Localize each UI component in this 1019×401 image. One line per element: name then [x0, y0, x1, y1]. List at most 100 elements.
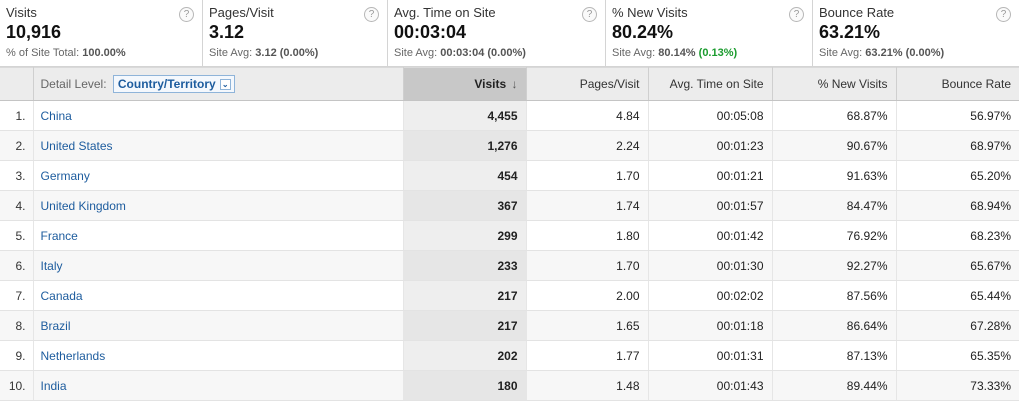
new-visits-cell: 87.13%: [772, 340, 897, 371]
table-row: 9. Netherlands 202 1.77 00:01:31 87.13% …: [0, 340, 1019, 371]
pages-visit-cell: 2.24: [526, 130, 649, 161]
row-index: 5.: [0, 220, 34, 251]
metric-site-comparison: Site Avg: 63.21% (0.00%): [819, 47, 945, 59]
bounce-rate-cell: 67.28%: [896, 310, 1019, 341]
column-header-visits[interactable]: Visits ↓: [403, 67, 527, 101]
avg-time-cell: 00:01:43: [648, 370, 773, 401]
avg-time-cell: 00:01:30: [648, 250, 773, 281]
metrics-summary: Visits 10,916 % of Site Total: 100.00% ?…: [0, 0, 1019, 67]
country-link[interactable]: Brazil: [33, 310, 404, 341]
country-report-table: Detail Level: Country/Territory ⌄ Visits …: [0, 67, 1019, 401]
help-icon[interactable]: ?: [582, 7, 597, 22]
help-icon[interactable]: ?: [789, 7, 804, 22]
country-link[interactable]: United States: [33, 130, 404, 161]
country-link[interactable]: United Kingdom: [33, 190, 404, 221]
bounce-rate-cell: 65.67%: [896, 250, 1019, 281]
pages-visit-cell: 1.70: [526, 250, 649, 281]
metric-card-avg-time: Avg. Time on Site 00:03:04 Site Avg: 00:…: [388, 0, 606, 67]
country-link[interactable]: Germany: [33, 160, 404, 191]
visits-cell: 202: [403, 340, 527, 371]
table-body: 1. China 4,455 4.84 00:05:08 68.87% 56.9…: [0, 100, 1019, 401]
new-visits-cell: 84.47%: [772, 190, 897, 221]
pages-visit-cell: 1.65: [526, 310, 649, 341]
metric-value: 63.21%: [819, 22, 881, 42]
metric-site-comparison: Site Avg: 80.14% (0.13%): [612, 47, 738, 59]
avg-time-cell: 00:01:31: [648, 340, 773, 371]
pages-visit-cell: 1.70: [526, 160, 649, 191]
avg-time-cell: 00:02:02: [648, 280, 773, 311]
visits-cell: 454: [403, 160, 527, 191]
new-visits-cell: 91.63%: [772, 160, 897, 191]
column-header-new-visits[interactable]: % New Visits: [772, 67, 897, 101]
metric-label: % New Visits: [612, 5, 688, 20]
visits-cell: 1,276: [403, 130, 527, 161]
bounce-rate-cell: 65.35%: [896, 340, 1019, 371]
visits-cell: 233: [403, 250, 527, 281]
row-index: 9.: [0, 340, 34, 371]
visits-cell: 217: [403, 310, 527, 341]
table-row: 5. France 299 1.80 00:01:42 76.92% 68.23…: [0, 220, 1019, 251]
column-header-pages-visit[interactable]: Pages/Visit: [526, 67, 649, 101]
country-link[interactable]: Canada: [33, 280, 404, 311]
row-index: 4.: [0, 190, 34, 221]
visits-cell: 217: [403, 280, 527, 311]
metric-card-new-visits: % New Visits 80.24% Site Avg: 80.14% (0.…: [606, 0, 813, 67]
metric-site-comparison: % of Site Total: 100.00%: [6, 47, 126, 59]
table-row: 1. China 4,455 4.84 00:05:08 68.87% 56.9…: [0, 100, 1019, 131]
sort-descending-icon: ↓: [511, 77, 518, 91]
metric-label: Bounce Rate: [819, 5, 895, 20]
column-header-bounce-rate[interactable]: Bounce Rate: [896, 67, 1019, 101]
pages-visit-cell: 1.48: [526, 370, 649, 401]
metric-label: Visits: [6, 5, 37, 20]
help-icon[interactable]: ?: [179, 7, 194, 22]
table-row: 3. Germany 454 1.70 00:01:21 91.63% 65.2…: [0, 160, 1019, 191]
pages-visit-cell: 2.00: [526, 280, 649, 311]
detail-level-header: Detail Level: Country/Territory ⌄: [33, 67, 404, 101]
avg-time-cell: 00:05:08: [648, 100, 773, 131]
table-row: 6. Italy 233 1.70 00:01:30 92.27% 65.67%: [0, 250, 1019, 281]
new-visits-cell: 89.44%: [772, 370, 897, 401]
table-row: 10. India 180 1.48 00:01:43 89.44% 73.33…: [0, 370, 1019, 401]
chevron-down-icon: ⌄: [219, 79, 231, 90]
metric-value: 10,916: [6, 22, 62, 42]
bounce-rate-cell: 56.97%: [896, 100, 1019, 131]
table-row: 8. Brazil 217 1.65 00:01:18 86.64% 67.28…: [0, 310, 1019, 341]
new-visits-cell: 90.67%: [772, 130, 897, 161]
pages-visit-cell: 1.74: [526, 190, 649, 221]
pages-visit-cell: 1.80: [526, 220, 649, 251]
help-icon[interactable]: ?: [364, 7, 379, 22]
metric-label: Pages/Visit: [209, 5, 274, 20]
row-index: 3.: [0, 160, 34, 191]
column-header-avg-time[interactable]: Avg. Time on Site: [648, 67, 773, 101]
country-link[interactable]: India: [33, 370, 404, 401]
pages-visit-cell: 4.84: [526, 100, 649, 131]
new-visits-cell: 86.64%: [772, 310, 897, 341]
country-link[interactable]: Netherlands: [33, 340, 404, 371]
country-link[interactable]: France: [33, 220, 404, 251]
dimension-selector[interactable]: Country/Territory ⌄: [112, 75, 235, 93]
metric-card-visits: Visits 10,916 % of Site Total: 100.00% ?: [0, 0, 203, 67]
table-row: 4. United Kingdom 367 1.74 00:01:57 84.4…: [0, 190, 1019, 221]
metric-site-comparison: Site Avg: 00:03:04 (0.00%): [394, 47, 526, 59]
metric-value: 80.24%: [612, 22, 674, 42]
bounce-rate-cell: 73.33%: [896, 370, 1019, 401]
avg-time-cell: 00:01:57: [648, 190, 773, 221]
new-visits-cell: 76.92%: [772, 220, 897, 251]
country-link[interactable]: China: [33, 100, 404, 131]
pages-visit-cell: 1.77: [526, 340, 649, 371]
bounce-rate-cell: 68.94%: [896, 190, 1019, 221]
detail-level-label: Detail Level:: [40, 77, 107, 91]
metric-card-bounce-rate: Bounce Rate 63.21% Site Avg: 63.21% (0.0…: [813, 0, 1019, 67]
row-index: 8.: [0, 310, 34, 341]
metric-card-pages-visit: Pages/Visit 3.12 Site Avg: 3.12 (0.00%) …: [203, 0, 388, 67]
row-index: 7.: [0, 280, 34, 311]
avg-time-cell: 00:01:18: [648, 310, 773, 341]
row-index: 6.: [0, 250, 34, 281]
country-link[interactable]: Italy: [33, 250, 404, 281]
new-visits-cell: 87.56%: [772, 280, 897, 311]
bounce-rate-cell: 68.23%: [896, 220, 1019, 251]
table-row: 2. United States 1,276 2.24 00:01:23 90.…: [0, 130, 1019, 161]
metric-site-comparison: Site Avg: 3.12 (0.00%): [209, 47, 319, 59]
help-icon[interactable]: ?: [996, 7, 1011, 22]
table-header-row: Detail Level: Country/Territory ⌄ Visits …: [0, 67, 1019, 101]
